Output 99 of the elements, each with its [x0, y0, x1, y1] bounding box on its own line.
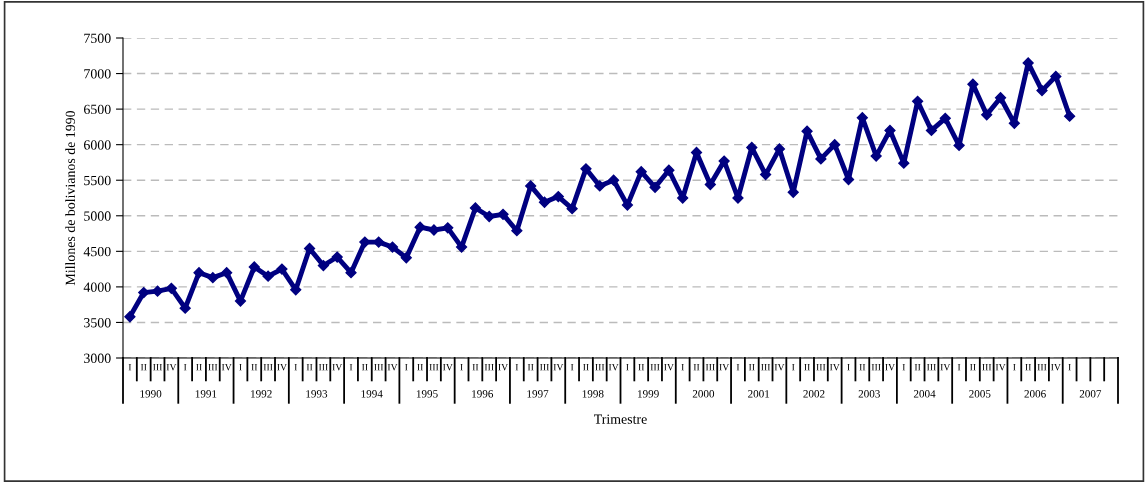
x-tick-label: II: [417, 363, 424, 371]
x-tick-label: I: [515, 363, 519, 371]
y-tick-label: 4500: [83, 246, 111, 257]
x-tick-label: IV: [774, 363, 785, 371]
x-tick-label: IV: [166, 363, 177, 371]
x-tick-label: I: [294, 363, 298, 371]
text: 1997: [527, 390, 549, 398]
x-tick-label: IV: [442, 363, 453, 371]
x-tick-label: I: [1013, 363, 1016, 371]
y-tick-label: 7500: [84, 33, 111, 43]
x-tick-label: I: [460, 363, 463, 371]
text: 1995: [416, 390, 438, 398]
x-tick-label: II: [859, 363, 866, 371]
x-tick-label: IV: [498, 363, 509, 371]
x-tick-label: I: [405, 363, 408, 371]
x-tick-label: II: [914, 363, 921, 371]
x-tick-label: III: [318, 363, 328, 371]
x-tick-label: III: [761, 363, 771, 371]
x-tick-label: I: [349, 363, 353, 371]
text: 1996: [472, 390, 494, 398]
text: 2000: [692, 390, 715, 398]
x-tick-label: II: [140, 363, 147, 371]
x-tick-label: III: [982, 363, 992, 371]
x-tick-label: III: [263, 363, 273, 371]
x-tick-label: IV: [664, 363, 674, 371]
x-tick-label: III: [871, 363, 881, 371]
x-tick-label: IV: [553, 363, 564, 371]
x-tick-label: I: [847, 363, 850, 371]
x-tick-label: III: [595, 363, 605, 371]
y-tick-label: 3000: [84, 353, 111, 363]
x-tick-label: I: [626, 363, 629, 371]
x-tick-label: II: [748, 363, 755, 371]
x-tick-label: II: [638, 363, 645, 371]
x-tick-label: IV: [940, 363, 951, 371]
text: 2002: [803, 390, 825, 398]
y-tick-label: 4000: [83, 282, 111, 292]
x-tick-label: I: [791, 363, 795, 371]
y-axis-title: Millones de bolivianos de 1990: [65, 110, 76, 286]
text: 1990: [140, 390, 162, 398]
text: 2005: [969, 390, 991, 398]
x-tick-label: IV: [221, 363, 232, 371]
x-tick-label: III: [539, 363, 550, 371]
x-tick-label: III: [153, 363, 163, 371]
x-axis-title: Trimestre: [594, 414, 647, 424]
x-tick-label: II: [251, 363, 258, 371]
y-tick-label: 6500: [84, 104, 111, 115]
x-tick-label: IV: [995, 363, 1006, 371]
x-tick-label: I: [681, 363, 684, 371]
x-tick-label: I: [239, 363, 242, 371]
x-tick-label: II: [196, 363, 202, 371]
text: 1999: [638, 390, 659, 398]
x-tick-label: II: [693, 363, 700, 371]
text: 2007: [1079, 390, 1102, 398]
x-tick-label: II: [361, 363, 368, 371]
x-tick-label: I: [957, 363, 961, 371]
x-tick-label: II: [804, 363, 810, 371]
x-tick-label: III: [429, 363, 439, 371]
x-tick-label: IV: [885, 363, 895, 371]
x-tick-label: III: [484, 363, 494, 371]
x-tick-label: IV: [277, 363, 287, 371]
x-tick-label: IV: [1051, 363, 1061, 371]
y-tick-label: 5000: [84, 211, 111, 221]
x-tick-label: IV: [608, 363, 619, 371]
x-tick-label: III: [374, 363, 384, 371]
y-tick-label: 3500: [84, 318, 111, 328]
x-tick-label: I: [128, 363, 132, 371]
text: 1992: [251, 390, 272, 398]
x-tick-label: I: [736, 363, 740, 371]
y-tick-label: 7000: [84, 69, 111, 79]
text: 1998: [582, 390, 604, 398]
x-tick-label: IV: [332, 363, 343, 371]
x-tick-label: II: [306, 363, 313, 371]
x-tick-label: II: [1025, 363, 1032, 371]
text: 1991: [195, 390, 217, 398]
text: 2001: [748, 390, 770, 398]
x-tick-label: II: [527, 363, 534, 371]
x-tick-label: IV: [387, 363, 398, 371]
x-tick-label: II: [472, 363, 479, 371]
x-tick-label: I: [570, 363, 574, 371]
x-tick-label: III: [208, 363, 218, 371]
text: 2006: [1024, 390, 1046, 398]
y-tick-label: 5500: [84, 175, 111, 186]
y-tick-label: 6000: [84, 140, 111, 150]
x-tick-label: IV: [719, 363, 730, 371]
x-tick-label: II: [583, 363, 589, 371]
x-tick-label: II: [970, 363, 976, 371]
text: 1993: [306, 390, 328, 398]
x-tick-label: III: [650, 363, 660, 371]
x-tick-label: IV: [829, 363, 840, 371]
x-tick-label: I: [902, 363, 906, 371]
x-tick-label: III: [1037, 363, 1047, 371]
x-tick-label: I: [1068, 363, 1071, 371]
text: 1994: [361, 390, 383, 398]
x-tick-label: III: [816, 363, 826, 371]
x-tick-label: III: [926, 363, 936, 371]
x-tick-label: I: [183, 363, 187, 371]
x-tick-label: III: [705, 363, 715, 371]
text: 2004: [913, 390, 936, 398]
text: 2003: [858, 390, 880, 398]
